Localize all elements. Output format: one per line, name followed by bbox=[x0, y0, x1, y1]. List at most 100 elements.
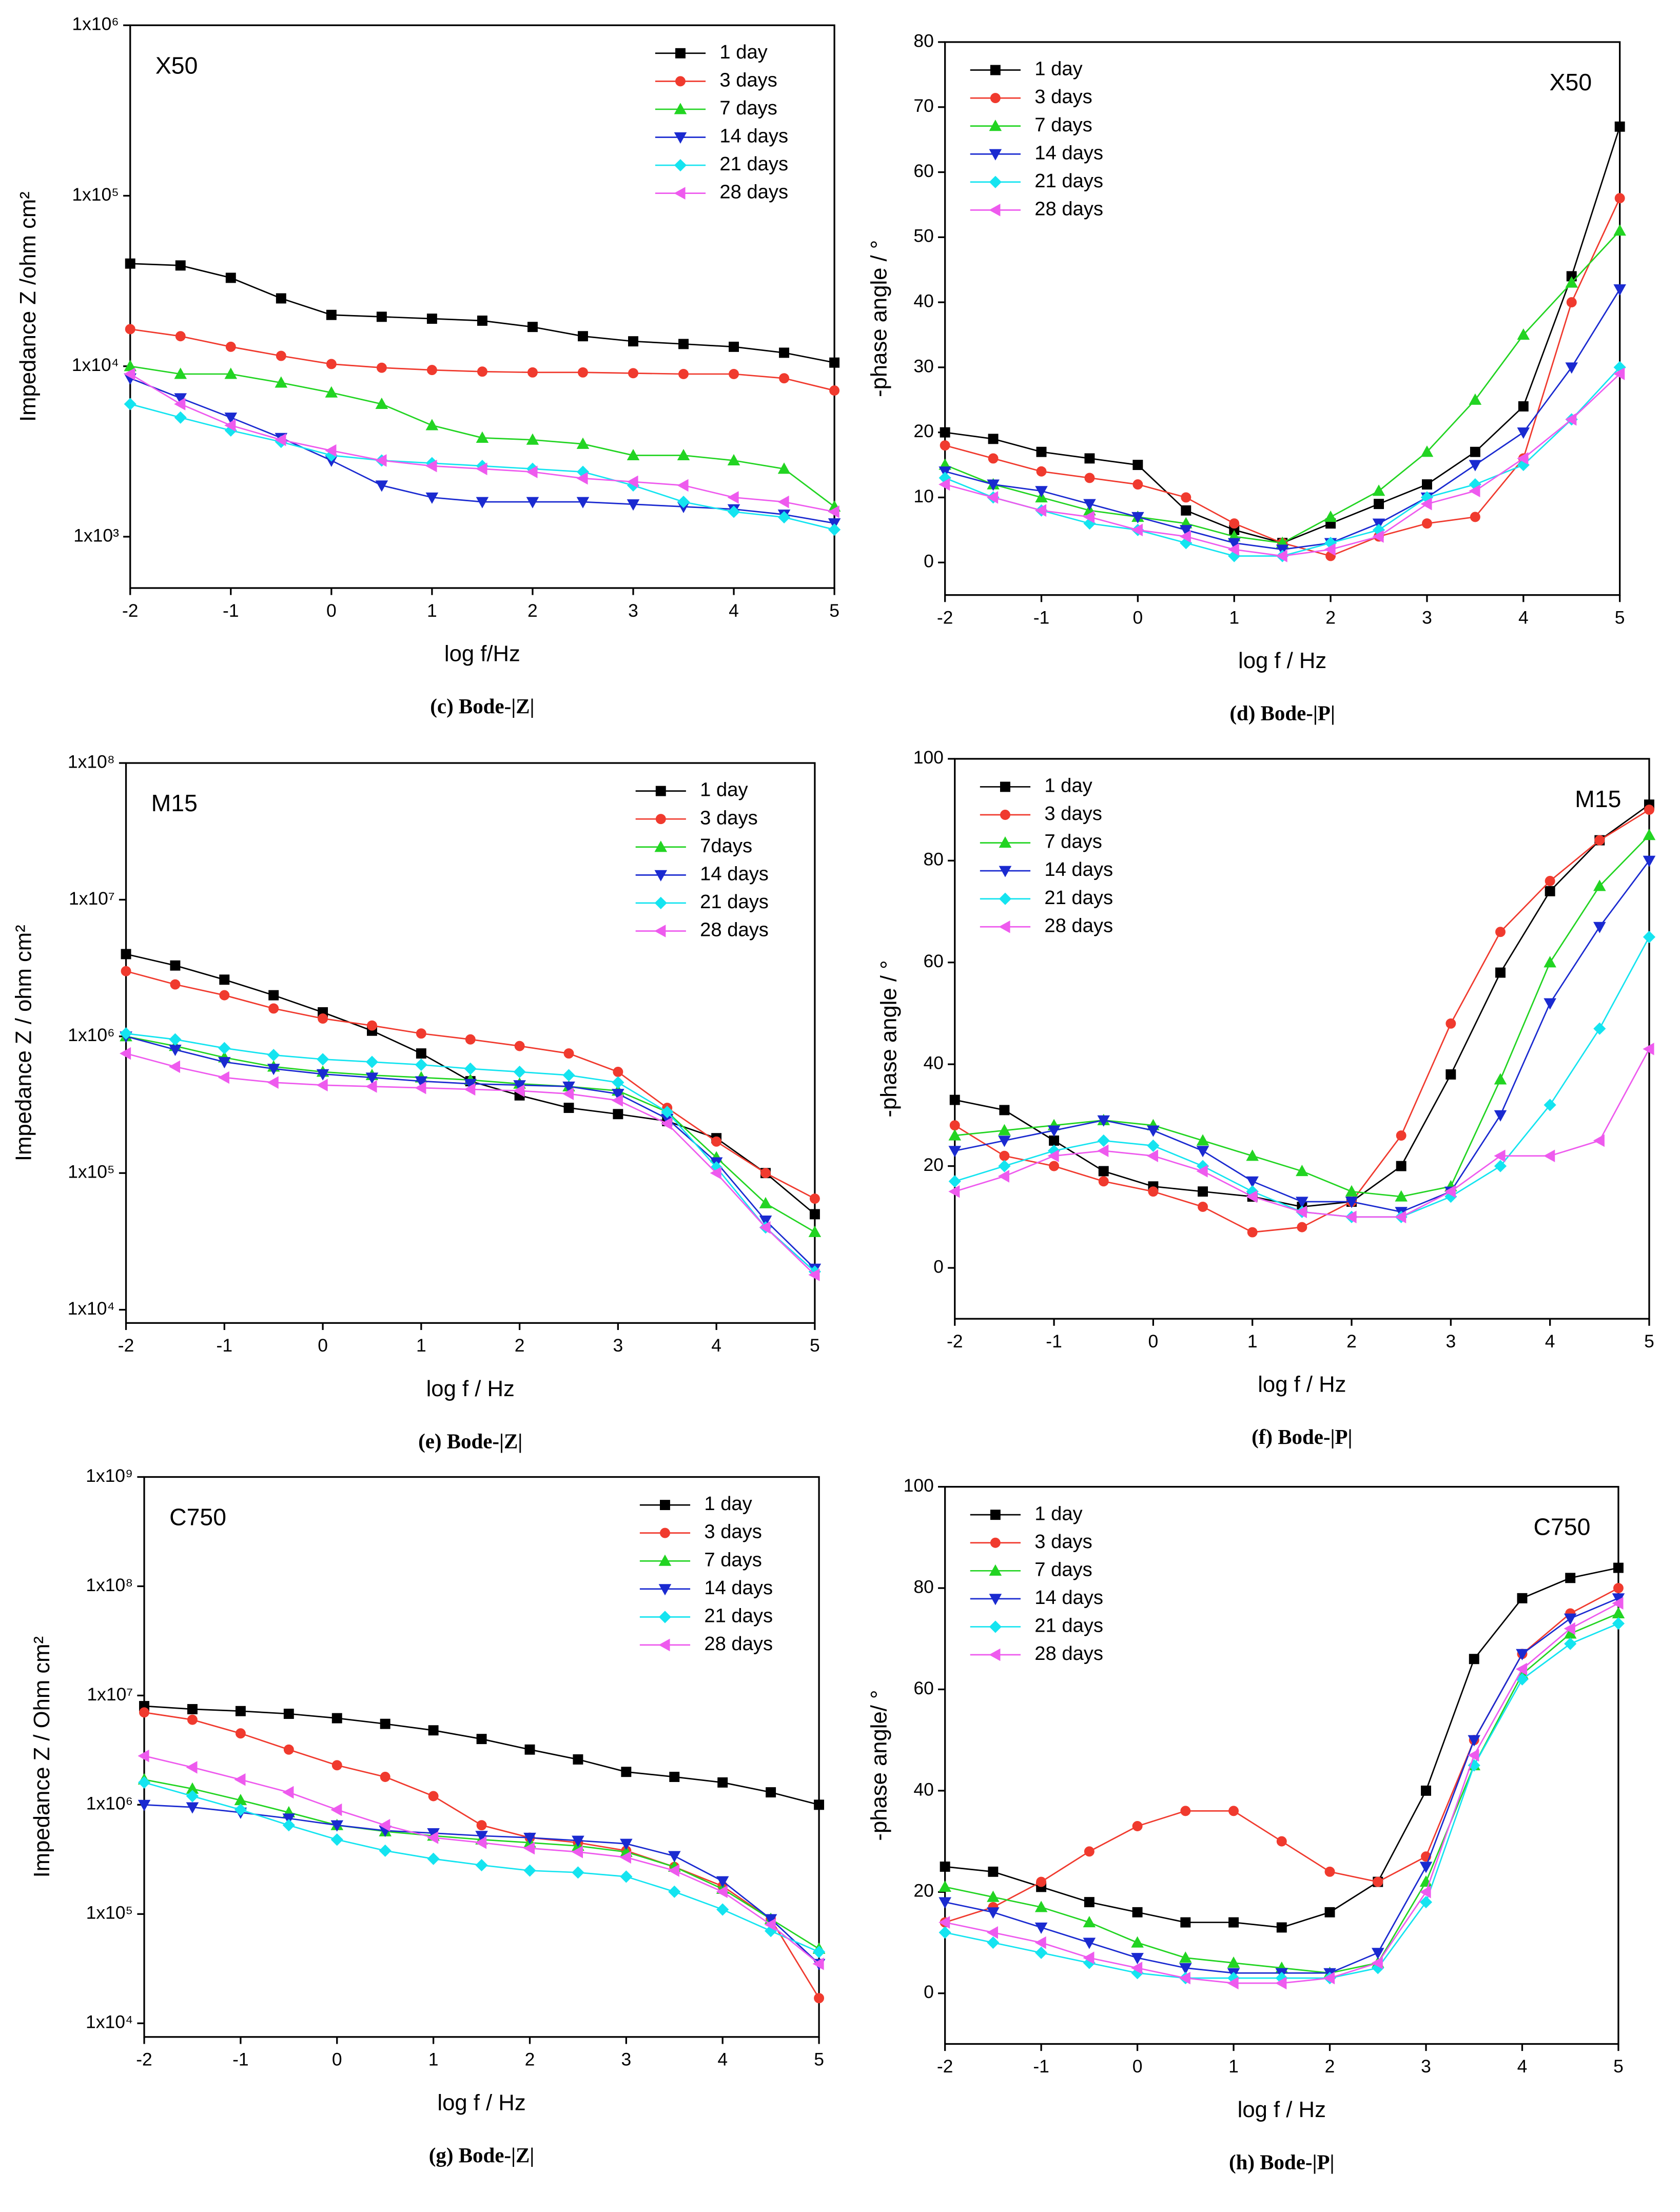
legend-label: 7 days bbox=[1034, 114, 1092, 136]
x-tick-label: -1 bbox=[223, 600, 239, 621]
data-point bbox=[1196, 1165, 1208, 1178]
data-point bbox=[1131, 1962, 1143, 1974]
y-tick-label: 60 bbox=[913, 161, 933, 181]
data-point bbox=[711, 1136, 722, 1147]
y-tick-label: 1x10⁶ bbox=[72, 14, 119, 34]
data-point bbox=[1228, 1806, 1239, 1816]
y-axis-label: -phase angle / ° bbox=[876, 960, 902, 1117]
data-point bbox=[513, 1084, 525, 1098]
y-tick-label: 1x10⁷ bbox=[87, 1684, 133, 1705]
data-point bbox=[1196, 1146, 1209, 1158]
data-point bbox=[124, 398, 136, 410]
data-point bbox=[1494, 1073, 1507, 1085]
x-tick-label: 1 bbox=[1228, 2056, 1239, 2077]
data-point bbox=[1345, 1210, 1357, 1224]
legend-label: 14 days bbox=[1034, 1587, 1103, 1609]
y-axis-label: -phase angle/ ° bbox=[867, 1690, 892, 1841]
data-point bbox=[1198, 1186, 1208, 1197]
x-tick-label: 1 bbox=[1247, 1331, 1258, 1352]
data-point bbox=[186, 1761, 198, 1774]
x-tick-label: 5 bbox=[1615, 607, 1625, 628]
data-point bbox=[1517, 1593, 1528, 1603]
chart: -2 -1 0 1 2 3 4 5 0 20 40 60 80 100 log f / Hz -phase a… bbox=[876, 747, 1656, 1448]
data-point bbox=[523, 1832, 536, 1844]
data-point bbox=[716, 1903, 729, 1916]
data-point bbox=[988, 453, 999, 464]
data-point bbox=[1036, 446, 1047, 457]
data-point bbox=[168, 1060, 181, 1073]
data-point bbox=[282, 1813, 296, 1825]
data-point bbox=[621, 1767, 632, 1777]
data-point bbox=[175, 260, 186, 271]
legend-label: 1 day bbox=[700, 779, 748, 801]
data-point bbox=[814, 1799, 825, 1810]
data-point bbox=[427, 1852, 440, 1865]
data-point bbox=[563, 1048, 574, 1059]
data-point bbox=[939, 1897, 951, 1909]
legend-marker bbox=[675, 76, 686, 87]
y-tick-label: 1x10⁵ bbox=[86, 1903, 133, 1923]
data-point bbox=[1470, 446, 1480, 457]
legend-label: 3 days bbox=[704, 1521, 762, 1543]
data-point bbox=[1196, 1134, 1209, 1146]
series-line bbox=[130, 373, 835, 513]
legend-label: 3 days bbox=[700, 807, 758, 829]
data-point bbox=[174, 398, 186, 410]
data-point bbox=[613, 1109, 623, 1120]
data-point bbox=[764, 1918, 776, 1931]
data-point bbox=[376, 362, 387, 373]
x-axis-label: log f / Hz bbox=[1258, 1372, 1346, 1397]
x-tick-label: -2 bbox=[937, 2056, 953, 2077]
data-point bbox=[779, 373, 790, 384]
y-tick-label: 1x10⁴ bbox=[86, 2012, 133, 2032]
data-point bbox=[1034, 1922, 1048, 1934]
data-point bbox=[425, 492, 439, 504]
data-point bbox=[1034, 504, 1047, 517]
data-point bbox=[1083, 1916, 1096, 1928]
x-axis-label: log f / Hz bbox=[437, 2090, 525, 2115]
data-point bbox=[365, 1080, 377, 1093]
data-point bbox=[1545, 886, 1555, 896]
data-point bbox=[1494, 1149, 1506, 1163]
data-point bbox=[1275, 1976, 1287, 1990]
data-point bbox=[619, 1851, 631, 1864]
data-point bbox=[1083, 1937, 1096, 1949]
data-point bbox=[283, 1709, 294, 1719]
data-point bbox=[1131, 523, 1143, 537]
data-point bbox=[986, 1926, 998, 1939]
data-point bbox=[716, 1885, 728, 1898]
legend-label: 28 days bbox=[1034, 1642, 1103, 1665]
data-point bbox=[677, 448, 690, 461]
data-point bbox=[999, 1150, 1010, 1161]
data-point bbox=[1296, 1197, 1308, 1208]
data-point bbox=[1517, 328, 1530, 340]
legend-marker bbox=[659, 1528, 670, 1538]
chart: -2 -1 0 1 2 3 4 5 1x10³ 1x10⁴ 1x10⁵ 1x10⁶ log f/Hz Im… bbox=[15, 14, 841, 718]
data-point bbox=[1179, 1971, 1190, 1985]
data-point bbox=[1396, 1130, 1406, 1141]
data-point bbox=[365, 1072, 379, 1084]
data-point bbox=[1147, 1139, 1160, 1152]
data-point bbox=[186, 1802, 199, 1814]
data-point bbox=[809, 1193, 820, 1204]
x-tick-label: 0 bbox=[1132, 607, 1143, 628]
data-point bbox=[1097, 1115, 1110, 1127]
legend-label: 28 days bbox=[719, 181, 788, 203]
data-point bbox=[267, 1076, 279, 1089]
data-point bbox=[1613, 224, 1626, 236]
data-point bbox=[1228, 1917, 1239, 1928]
data-point bbox=[1227, 538, 1241, 550]
data-point bbox=[1593, 922, 1606, 933]
x-tick-label: 2 bbox=[515, 1335, 525, 1356]
data-point bbox=[224, 367, 238, 379]
data-point bbox=[777, 511, 791, 524]
y-tick-label: 1x10⁸ bbox=[86, 1575, 133, 1595]
data-point bbox=[998, 1136, 1011, 1147]
legend-label: 7days bbox=[700, 835, 752, 857]
data-point bbox=[1613, 367, 1625, 380]
data-point bbox=[987, 479, 1000, 491]
data-point bbox=[380, 1772, 390, 1782]
data-point bbox=[998, 1124, 1011, 1136]
legend-label: 21 days bbox=[700, 891, 769, 913]
y-tick-label: 60 bbox=[923, 951, 943, 971]
